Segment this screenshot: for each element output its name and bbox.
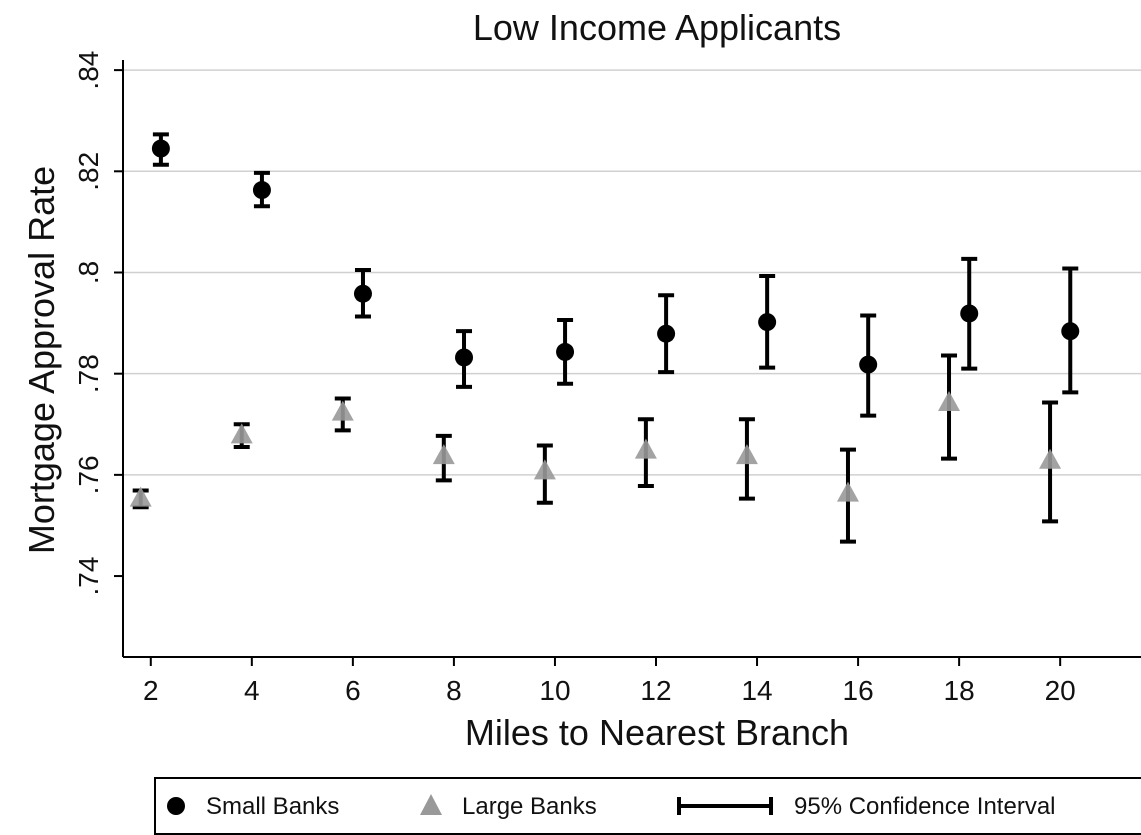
legend-large-banks-marker: [420, 794, 442, 815]
small-banks-point: [252, 181, 271, 200]
small-banks-point: [556, 342, 575, 361]
y-tick-label: .8: [73, 261, 104, 284]
y-tick-label: .82: [73, 152, 104, 191]
x-tick-label: 12: [640, 675, 671, 706]
large-banks-point: [634, 438, 657, 459]
x-tick-label: 2: [143, 675, 159, 706]
small-banks-point: [960, 304, 979, 323]
ticks: .74 .76 .78 .8 .82 .84 2 4 6 8 10 12 14 16 18 20: [73, 51, 1076, 706]
chart-title: Low Income Applicants: [473, 7, 841, 48]
small-banks-point: [1061, 322, 1080, 341]
y-axis-label: Mortgage Approval Rate: [21, 166, 62, 554]
gridlines: [123, 69, 1141, 476]
y-tick-label: .76: [73, 455, 104, 494]
x-tick-label: 14: [741, 675, 772, 706]
legend: Small Banks Large Banks 95% Confidence I…: [154, 777, 1141, 835]
legend-large-banks-label: Large Banks: [462, 793, 597, 820]
y-tick-label: .74: [73, 557, 104, 596]
axes: [122, 60, 1141, 658]
y-tick-label: .84: [73, 51, 104, 90]
x-tick-label: 18: [944, 675, 975, 706]
small-banks-point: [455, 348, 474, 367]
large-banks-point: [1039, 448, 1062, 469]
large-banks-point: [331, 400, 354, 421]
legend-ci-label: 95% Confidence Interval: [794, 793, 1056, 820]
legend-ci-marker: [677, 797, 773, 815]
legend-box: [154, 777, 1141, 835]
x-tick-label: 16: [843, 675, 874, 706]
x-tick-label: 20: [1045, 675, 1076, 706]
x-tick-label: 6: [345, 675, 361, 706]
x-tick-label: 8: [446, 675, 462, 706]
large-banks-point: [230, 423, 253, 444]
small-banks-point: [353, 284, 372, 303]
large-banks-point: [938, 391, 961, 412]
small-banks-point: [657, 324, 676, 343]
y-tick-label: .78: [73, 354, 104, 393]
small-banks-point: [859, 355, 878, 374]
x-axis-label: Miles to Nearest Branch: [465, 712, 849, 753]
x-tick-label: 4: [244, 675, 260, 706]
large-banks-point: [129, 486, 152, 507]
large-banks-point: [533, 459, 556, 480]
small-banks-point: [758, 313, 777, 332]
large-banks-point: [836, 481, 859, 502]
legend-small-banks-label: Small Banks: [206, 793, 339, 820]
large-banks-point: [735, 444, 758, 465]
small-banks-point: [151, 139, 170, 158]
data-points: [129, 132, 1080, 544]
x-tick-label: 10: [539, 675, 570, 706]
legend-small-banks-marker: [167, 797, 185, 815]
large-banks-point: [432, 444, 455, 465]
